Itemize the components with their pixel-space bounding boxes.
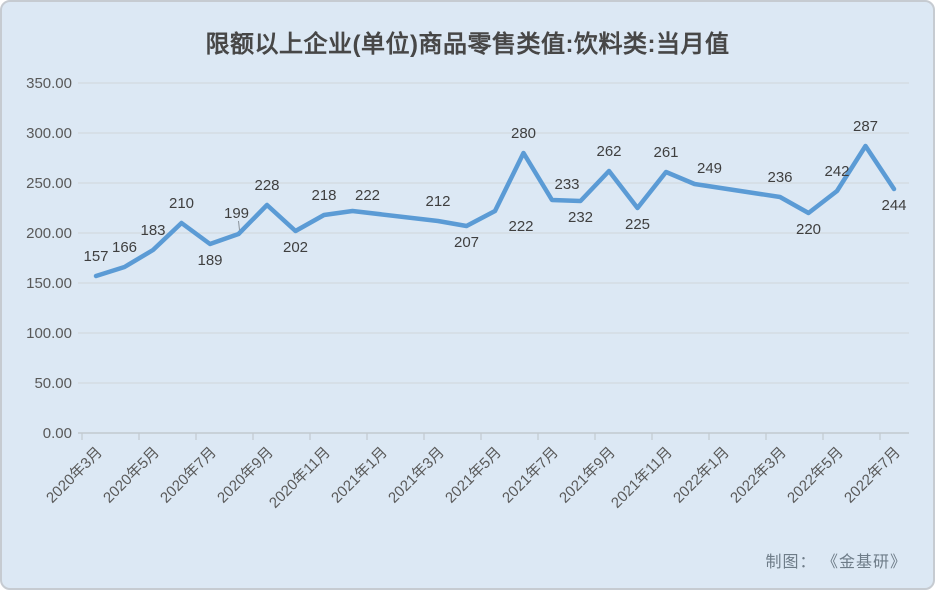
data-label: 220 [796, 221, 821, 238]
data-label: 218 [311, 187, 336, 204]
y-tick-label: 350.00 [26, 75, 72, 92]
series-line [93, 143, 897, 279]
credit-text: 制图： 《金基研》 [765, 554, 907, 571]
x-tick-label: 2021年5月 [442, 444, 505, 507]
x-tick-label: 2021年7月 [499, 444, 562, 507]
data-label: 287 [853, 118, 878, 135]
data-label: 207 [454, 234, 479, 251]
data-label: 202 [283, 239, 308, 256]
data-label: 244 [881, 197, 906, 214]
x-tick-label: 2022年5月 [784, 444, 847, 507]
y-tick-label: 150.00 [26, 275, 72, 292]
x-tick-label: 2022年1月 [670, 444, 733, 507]
data-label: 249 [697, 160, 722, 177]
x-tick-label: 2021年1月 [328, 444, 391, 507]
data-label: 228 [254, 177, 279, 194]
data-label: 262 [596, 143, 621, 160]
x-tick-label: 2020年7月 [157, 444, 220, 507]
x-tick-label: 2021年3月 [385, 444, 448, 507]
data-label: 232 [568, 209, 593, 226]
y-tick-label: 250.00 [26, 175, 72, 192]
data-label: 212 [425, 193, 450, 210]
data-label: 157 [83, 248, 108, 265]
y-tick-label: 50.00 [34, 375, 72, 392]
data-label: 189 [197, 252, 222, 269]
data-label: 222 [355, 187, 380, 204]
y-tick-label: 200.00 [26, 225, 72, 242]
data-label: 183 [140, 222, 165, 239]
data-label: 233 [554, 176, 579, 193]
data-label: 242 [824, 163, 849, 180]
y-tick-label: 0.00 [43, 425, 72, 442]
x-tick-label: 2020年3月 [43, 444, 106, 507]
data-label: 236 [767, 169, 792, 186]
data-label: 261 [653, 144, 678, 161]
x-tick-label: 2021年11月 [608, 444, 676, 512]
label-leader-line [238, 220, 240, 231]
x-tick-label: 2022年3月 [727, 444, 790, 507]
x-tick-label: 2020年11月 [266, 444, 334, 512]
y-tick-label: 300.00 [26, 125, 72, 142]
data-label: 280 [511, 125, 536, 142]
data-label: 225 [625, 216, 650, 233]
data-label: 166 [112, 239, 137, 256]
data-label: 210 [169, 195, 194, 212]
data-label: 222 [508, 218, 533, 235]
chart-title: 限额以上企业(单位)商品零售类值:饮料类:当月值 [205, 31, 730, 58]
x-tick-label: 2022年7月 [841, 444, 904, 507]
data-label: 199 [224, 205, 249, 222]
x-tick-label: 2020年5月 [100, 444, 163, 507]
y-tick-label: 100.00 [26, 325, 72, 342]
